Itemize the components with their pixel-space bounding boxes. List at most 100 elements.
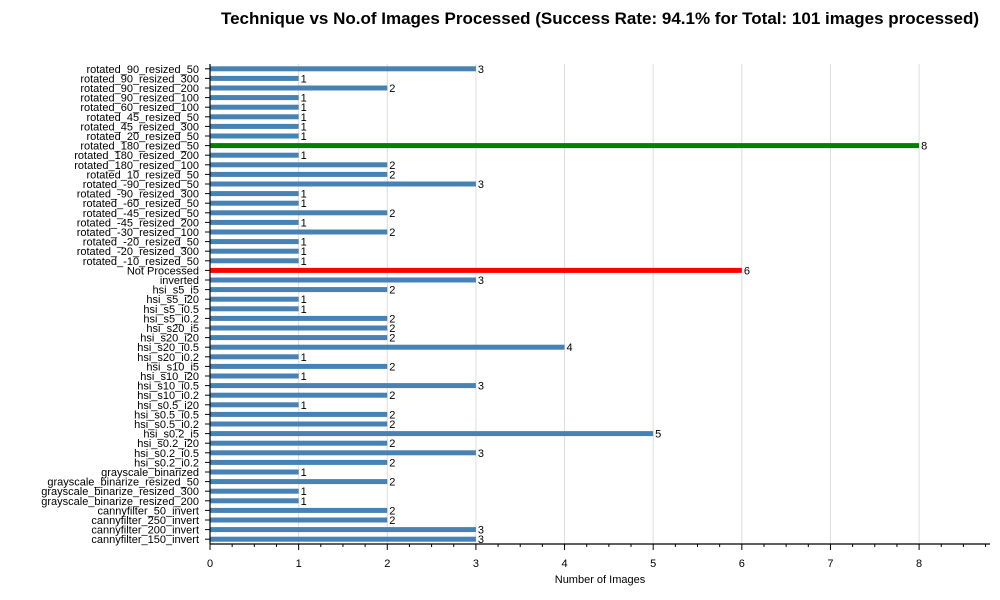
category-label: rotated_-20_resized_300	[77, 246, 199, 258]
bar-value-label: 1	[301, 400, 307, 412]
bar-value-label: 1	[301, 304, 307, 316]
bar	[210, 383, 476, 389]
bar	[210, 373, 299, 379]
category-label: rotated_90_resized_200	[80, 83, 199, 95]
bar	[210, 162, 388, 168]
bar-value-label: 1	[301, 371, 307, 383]
bar	[210, 287, 388, 293]
category-label: hsi_s0.2_i0.2	[134, 457, 199, 469]
x-tick-label: 1	[296, 558, 302, 570]
category-label: rotated_90_resized_300	[80, 73, 199, 85]
bar	[210, 248, 299, 254]
category-label: rotated_45_resized_50	[86, 112, 199, 124]
category-label: rotated_-20_resized_50	[83, 237, 199, 249]
category-label: rotated_90_resized_100	[80, 93, 199, 105]
x-tick-label: 5	[650, 558, 656, 570]
category-label: rotated_-45_resized_200	[77, 217, 199, 229]
bar	[210, 123, 299, 129]
category-label: hsi_s0.2_i5	[143, 429, 199, 441]
bar-value-label: 3	[478, 534, 484, 546]
category-label: rotated_45_resized_300	[80, 121, 199, 133]
bar	[210, 181, 476, 187]
bar-value-label: 1	[301, 93, 307, 105]
bar-value-label: 2	[389, 361, 395, 373]
bar-value-label: 2	[389, 505, 395, 517]
category-label: rotated_180_resized_200	[74, 150, 199, 162]
category-label: hsi_s20_i0.5	[137, 342, 199, 354]
bar	[210, 143, 920, 149]
bar	[210, 402, 299, 408]
bar	[210, 296, 299, 302]
bar	[210, 315, 388, 321]
bar-value-label: 1	[301, 352, 307, 364]
bar	[210, 469, 299, 475]
category-label: hsi_s10_i0.5	[137, 381, 199, 393]
bar	[210, 527, 476, 533]
bar-value-label: 2	[389, 227, 395, 239]
axis-layer: 0 1 2 3 4 5 6 7 8rotated_90_resized_50rotated_90…	[41, 64, 990, 570]
bar-value-label: 1	[301, 237, 307, 249]
bar-value-label: 1	[301, 73, 307, 85]
bar	[210, 440, 388, 446]
category-label: rotated_180_resized_50	[80, 141, 199, 153]
x-tick-label: 2	[384, 558, 390, 570]
bar-value-label: 2	[389, 208, 395, 220]
bar-value-label: 1	[301, 189, 307, 201]
category-label: rotated_-45_resized_50	[83, 208, 199, 220]
bar-value-label: 2	[389, 515, 395, 527]
bar-value-label: 8	[921, 141, 927, 153]
category-label: Not Processed	[127, 265, 199, 277]
bar-value-label: 2	[389, 457, 395, 469]
bar	[210, 450, 476, 456]
bar	[210, 335, 388, 341]
category-label: cannyfilter_250_invert	[91, 515, 199, 527]
bar	[210, 392, 388, 398]
category-label: hsi_s5_i0.5	[143, 304, 199, 316]
bar	[210, 133, 299, 139]
category-label: cannyfilter_150_invert	[91, 534, 199, 546]
bar	[210, 95, 299, 101]
category-label: hsi_s10_i20	[140, 371, 199, 383]
bar-value-label: 6	[744, 265, 750, 277]
bar	[210, 507, 388, 513]
category-label: hsi_s0.5_i20	[137, 400, 199, 412]
category-label: rotated_90_resized_50	[86, 64, 199, 76]
category-label: rotated_60_resized_100	[80, 102, 199, 114]
bar-value-label: 2	[389, 323, 395, 335]
bar	[210, 344, 565, 350]
bar	[210, 354, 299, 360]
bar-value-label: 2	[389, 419, 395, 431]
bar-value-label: 2	[389, 390, 395, 402]
bar	[210, 191, 299, 197]
bar-value-label: 1	[301, 217, 307, 229]
bar-value-label: 1	[301, 294, 307, 306]
x-tick-label: 8	[916, 558, 922, 570]
bar	[210, 258, 299, 264]
category-label: hsi_s0.5_i0.5	[134, 409, 199, 421]
category-label: hsi_s20_i5	[146, 323, 199, 335]
category-label: hsi_s5_i0.2	[143, 313, 199, 325]
category-label: rotated_-90_resized_50	[83, 179, 199, 191]
category-label: rotated_-90_resized_300	[77, 189, 199, 201]
category-label: hsi_s10_i5	[146, 361, 199, 373]
bar-value-label: 1	[301, 486, 307, 498]
category-label: grayscale_binarize_resized_50	[47, 477, 199, 489]
bar	[210, 85, 388, 91]
bar	[210, 306, 299, 312]
bar	[210, 479, 388, 485]
bar-value-label: 1	[301, 102, 307, 114]
category-label: hsi_s0.5_i0.2	[134, 419, 199, 431]
category-label: hsi_s5_i20	[146, 294, 199, 306]
bar-value-label: 1	[301, 467, 307, 479]
bar	[210, 200, 299, 206]
x-axis-title: Number of Images	[555, 574, 646, 586]
x-tick-label: 6	[739, 558, 745, 570]
bar-value-label: 5	[655, 429, 661, 441]
bar	[210, 277, 476, 283]
bar	[210, 459, 388, 465]
bar-value-label: 2	[389, 83, 395, 95]
bar-layer: 3121111181223112121116321122241213212252…	[210, 64, 927, 546]
category-label: grayscale_binarized	[101, 467, 199, 479]
bar-value-label: 3	[478, 179, 484, 191]
